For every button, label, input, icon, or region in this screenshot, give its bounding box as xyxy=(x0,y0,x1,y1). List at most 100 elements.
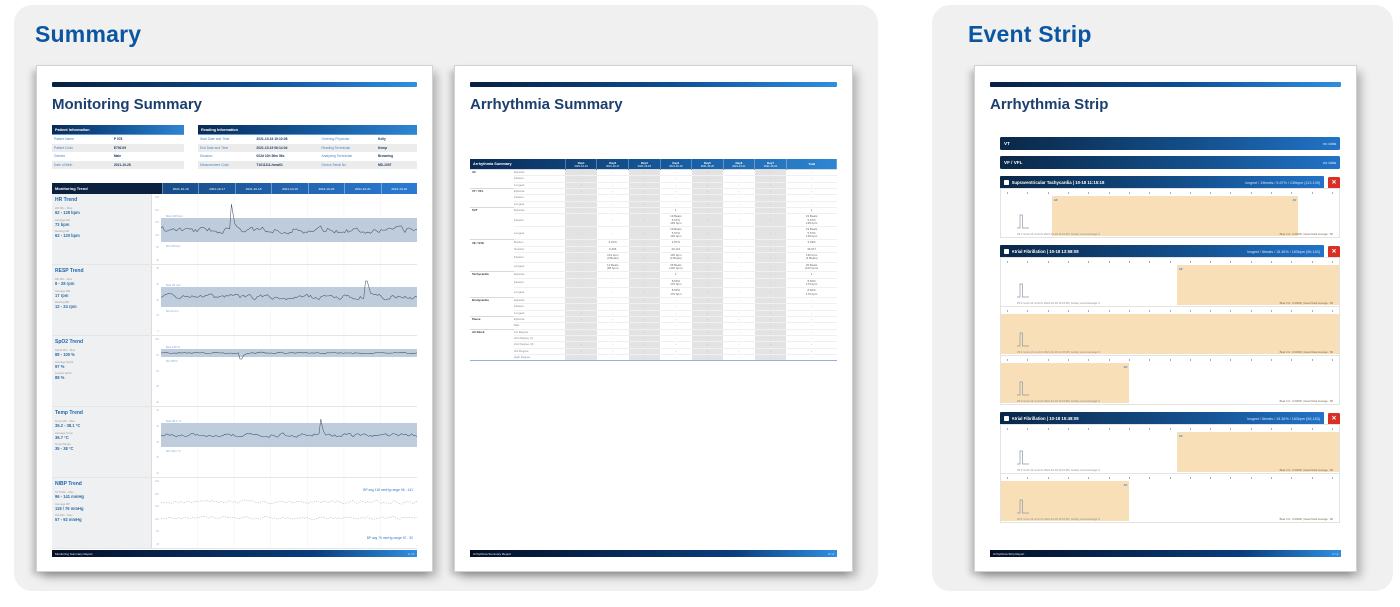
strip-footnote: 25.0 mm/s 10 mm/mV 2021-10-18 11:15:08 |… xyxy=(1017,233,1333,236)
table-cell: - xyxy=(691,315,724,324)
trend-chart: 42 40 38 36 34 Max 38.1 °C Min 35.2 °C xyxy=(152,407,417,477)
row-group-label: AF xyxy=(470,168,515,176)
chart-upper-label: Max 28 rpm xyxy=(166,282,181,287)
trend-name: HR Trend xyxy=(55,197,78,203)
table-cell: - xyxy=(691,278,724,289)
field-value: E792.09 xyxy=(113,145,127,150)
table-cell: - xyxy=(565,303,597,311)
tick-mark xyxy=(1271,358,1272,361)
tick-mark xyxy=(1210,427,1211,430)
axis-tick-label: 160 xyxy=(154,221,159,225)
table-cell: 12 Beats (98 bpm) xyxy=(596,262,629,273)
table-cell: - xyxy=(786,335,837,343)
af-end-marker: AF xyxy=(1292,198,1297,202)
stat-value: 88 - 100 % xyxy=(55,352,75,357)
footnote-left: 25.0 mm/s 10 mm/mV 2021-10-18 11:15:08 |… xyxy=(1017,350,1101,354)
ecg-pulse-icon xyxy=(1017,450,1029,465)
stat-value: 72 bpm xyxy=(55,221,70,227)
table-cell: - xyxy=(596,213,629,228)
strip-row: AF 25.0 mm/s 10 mm/mV 2021-10-18 11:15:08… xyxy=(1000,424,1340,474)
table-cell: - xyxy=(628,278,661,289)
table-cell: - xyxy=(565,271,597,279)
tick-mark xyxy=(1250,191,1252,194)
table-cell: - xyxy=(723,348,755,355)
row-sub-label: Episode xyxy=(514,206,566,215)
report-header-bar xyxy=(52,82,417,87)
trend-day-column: 2021-10-21 xyxy=(344,183,380,194)
table-cell: - xyxy=(754,213,787,228)
tick-mark xyxy=(1149,476,1150,479)
tick-mark xyxy=(1047,427,1049,430)
row-sub-label: Number xyxy=(514,246,566,253)
tick-mark xyxy=(1007,260,1008,263)
table-cell: - xyxy=(691,206,724,215)
trend-name: SpO2 Trend xyxy=(55,339,84,345)
tick-mark xyxy=(1189,260,1191,263)
day-label: Day2 xyxy=(609,160,617,165)
tick-mark xyxy=(1250,358,1252,361)
table-cell: - xyxy=(691,187,724,196)
table-row: Number -6,496-40,121- - -46,617 xyxy=(470,246,837,253)
tick-mark xyxy=(1108,476,1110,479)
field-value: MD-1007 xyxy=(377,162,392,167)
axis-ticks: 60 45 30 15 0 xyxy=(152,267,159,333)
table-cell: - xyxy=(723,213,755,228)
trend-chart-svg xyxy=(161,478,417,548)
tick-mark xyxy=(1088,427,1090,430)
tick-marks xyxy=(1007,260,1333,263)
tick-mark xyxy=(1027,191,1029,194)
day-column-header: Day6 2021-10-21 xyxy=(722,159,755,170)
tick-mark xyxy=(1311,427,1313,430)
tick-mark xyxy=(1149,358,1150,361)
footnote-right: Beat Cnt : 0.00000 | Heart Rate Average … xyxy=(1279,468,1333,472)
stat-label: Average SpO2 xyxy=(55,359,74,364)
trend-chart-svg xyxy=(161,194,417,264)
table-cell: - xyxy=(691,328,724,336)
tick-marks xyxy=(1007,191,1333,194)
af-end-marker: AF xyxy=(1123,365,1128,369)
rhythm-data-bar: VT no data xyxy=(1000,137,1340,150)
table-cell: - xyxy=(596,341,629,349)
monitoring-summary-document[interactable]: Monitoring Summary Patient Information P… xyxy=(37,66,432,571)
arrhythmia-strip-document[interactable]: Arrhythmia Strip VT no data VF / VFL no dat… xyxy=(975,66,1356,571)
table-row: Fastest - - - - - - - - xyxy=(470,194,837,202)
strip-row: 25.0 mm/s 10 mm/mV 2021-10-18 11:15:08 |… xyxy=(1000,306,1340,356)
day-date: 2021-10-17 xyxy=(606,164,620,168)
event-title: Atrial Fibrillation | 10-18 13:58:08 xyxy=(1011,249,1079,254)
table-cell: 19 Beats 5.67% 139 bpm xyxy=(660,226,692,241)
row-sub-label: Fastest xyxy=(514,252,566,263)
arrhythmia-summary-document[interactable]: Arrhythmia Summary Arrhythmia Summary Da… xyxy=(455,66,852,571)
trend-name: RESP Trend xyxy=(55,268,84,274)
table-cell: - xyxy=(786,328,837,336)
row-sub-label: Fastest xyxy=(514,194,566,202)
row-sub-label: Fastest xyxy=(514,175,566,183)
row-sub-label: Episode xyxy=(514,296,566,305)
event-card: Atrial Fibrillation | 10-18 13:58:08 long… xyxy=(1000,245,1340,405)
stat-label: Lowest SpO2 xyxy=(55,371,72,375)
trend-day-column: 2021-10-20 xyxy=(307,183,344,194)
tick-mark xyxy=(1189,358,1191,361)
footnote-left: 25.0 mm/s 10 mm/mV 2021-10-18 11:15:08 |… xyxy=(1017,232,1101,236)
axis-tick-label: 80 xyxy=(156,246,159,250)
table-row: 2nd Degree (II) - - - - - - - - xyxy=(470,341,837,349)
row-sub-label: 3rd Degree xyxy=(514,348,566,355)
table-cell: - xyxy=(691,213,724,228)
table-cell: - xyxy=(691,354,724,362)
trend-row: HR Trend HR Min - Max 62 - 128 bpm Average … xyxy=(52,194,417,265)
highlight-region xyxy=(1001,313,1339,354)
table-row: 2nd Degree (I) - - - - - - - - xyxy=(470,335,837,343)
table-cell: - xyxy=(723,271,755,279)
axis-tick-label: 95 xyxy=(156,353,159,357)
stat-value: 17 rpm xyxy=(55,292,69,298)
table-cell: - xyxy=(660,175,692,183)
table-cell: - xyxy=(628,303,661,311)
tick-mark xyxy=(1007,427,1008,430)
event-header-bar: Supraventricular Tachycardia | 10-18 11:… xyxy=(1000,176,1324,189)
table-cell: - xyxy=(628,187,661,196)
highlight-region xyxy=(1176,264,1339,305)
footer-left-text: Arrhythmia Summary Report xyxy=(473,551,512,556)
field-value: 2021-10-16 19:10:08 xyxy=(256,137,288,142)
axis-tick-label: 40 xyxy=(156,542,159,546)
report-title: Arrhythmia Summary xyxy=(470,96,623,113)
tick-mark xyxy=(1067,476,1069,479)
